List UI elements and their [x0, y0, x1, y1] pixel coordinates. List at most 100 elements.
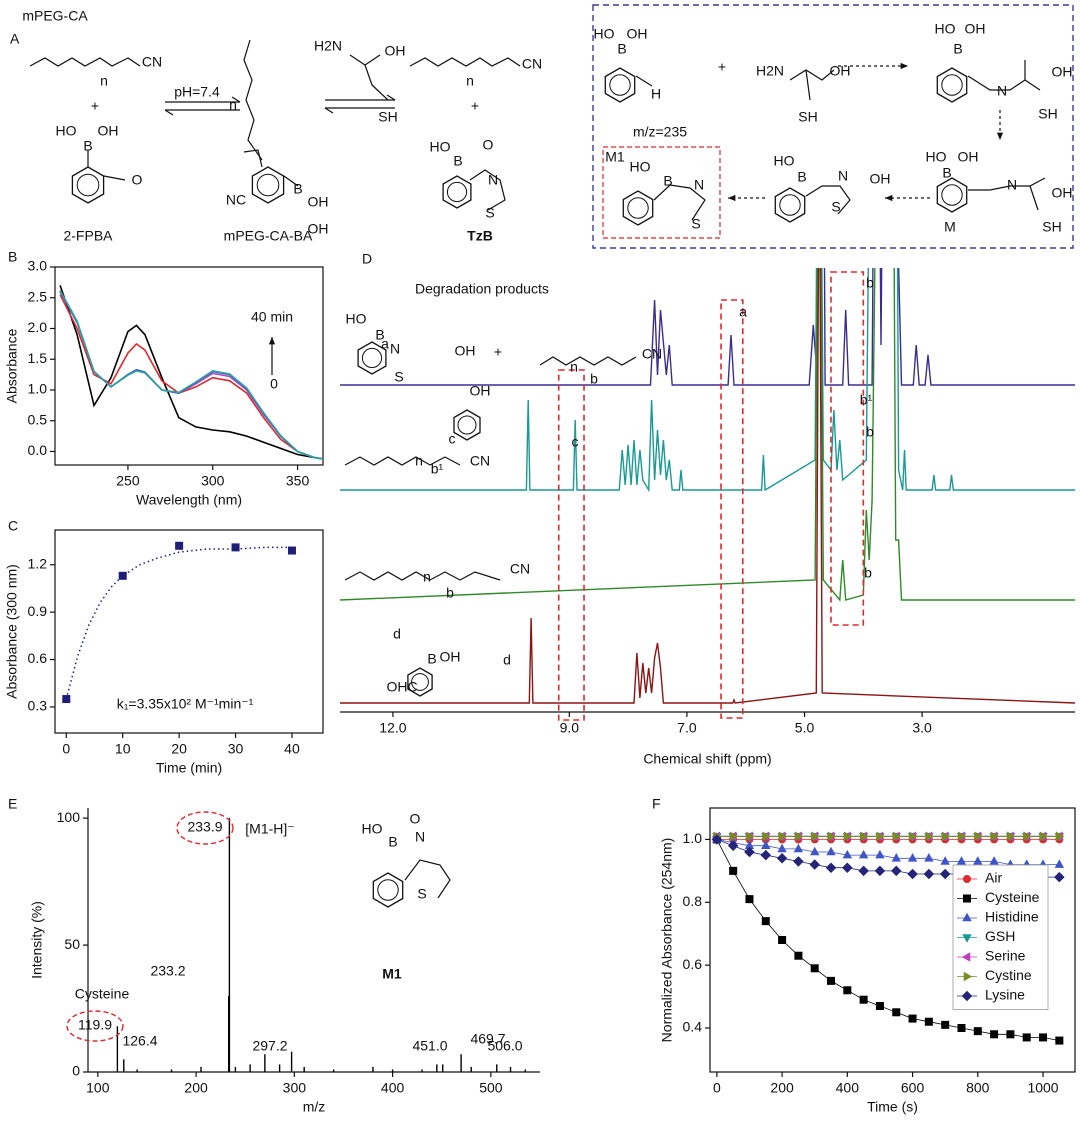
- aromatic-circle: [457, 415, 477, 435]
- annotation: S: [417, 886, 426, 902]
- legend-label: Histidine: [985, 909, 1039, 925]
- scheme-label: TzB: [467, 228, 493, 244]
- benzene-ring: [774, 187, 806, 223]
- legend-label: Serine: [985, 948, 1026, 964]
- marker: [875, 1002, 884, 1010]
- marker: [990, 831, 1000, 841]
- plot-frame: [54, 529, 324, 734]
- annotation: d: [393, 626, 401, 642]
- scheme-label: B: [953, 41, 962, 57]
- data-line: [59, 290, 324, 460]
- benzene-ring: [936, 177, 968, 213]
- scheme-label: B: [293, 181, 302, 197]
- annotation: HO: [346, 311, 367, 327]
- aromatic-circle: [446, 181, 468, 203]
- marker: [793, 843, 804, 853]
- arrow-head: [885, 194, 893, 202]
- annotation: OH: [455, 343, 476, 359]
- annotation: CN: [642, 346, 662, 362]
- y-axis-title: Intensity (%): [29, 901, 45, 979]
- legend-marker: [961, 990, 973, 1002]
- annotation: B: [427, 651, 436, 667]
- panel-letter: F: [652, 796, 661, 812]
- benzene-ring: [407, 667, 433, 697]
- marker: [990, 1030, 999, 1039]
- peak-label: 297.2: [252, 1038, 287, 1054]
- marker: [924, 1017, 933, 1026]
- y-tick-label: 0.9: [28, 603, 48, 619]
- x-tick-label: 10: [115, 741, 131, 757]
- panel-letter: B: [8, 249, 17, 265]
- annotation: 0: [270, 376, 278, 392]
- scheme-label: HO: [774, 153, 795, 169]
- peg-chain: [539, 356, 637, 366]
- scheme-label: M1: [605, 149, 625, 165]
- scheme-label: N: [997, 83, 1007, 99]
- x-tick-label: 0: [713, 1080, 721, 1096]
- marker: [827, 976, 836, 985]
- marker: [760, 849, 772, 861]
- marker: [729, 866, 738, 875]
- y-tick-label: 1.0: [683, 830, 703, 846]
- annotation: n: [570, 359, 578, 375]
- marker: [924, 853, 934, 862]
- marker: [973, 1027, 982, 1036]
- scheme-label: OH: [385, 43, 406, 59]
- scheme-label: HO: [926, 149, 947, 165]
- marker: [825, 862, 837, 874]
- annotation: HO: [362, 821, 383, 837]
- scheme-label: OH: [965, 21, 986, 37]
- scheme-label: +: [718, 59, 726, 75]
- marker: [794, 951, 803, 960]
- scheme-label: +: [91, 98, 99, 114]
- marker: [843, 986, 852, 995]
- marker: [827, 831, 837, 841]
- annotation: d: [503, 652, 511, 668]
- peg-chain: [243, 39, 263, 161]
- equilibrium-arrow: [324, 107, 334, 114]
- y-tick-label: 2.0: [28, 319, 48, 335]
- annotation: a: [739, 304, 747, 320]
- annotation: OH: [470, 383, 491, 399]
- peg-chain: [344, 571, 501, 581]
- benzene-ring: [372, 872, 404, 908]
- scheme-label: OH: [98, 123, 119, 139]
- x-tick-label: 800: [966, 1080, 990, 1096]
- x-axis-title: Chemical shift (ppm): [643, 751, 771, 767]
- marker: [860, 831, 869, 841]
- y-tick-label: 0.6: [683, 956, 703, 972]
- x-tick-label: 400: [381, 1080, 405, 1096]
- marker: [956, 856, 967, 865]
- scheme-label: S: [485, 205, 494, 221]
- scheme-label: NC: [226, 192, 246, 208]
- marker: [859, 995, 868, 1004]
- aromatic-circle: [941, 184, 963, 206]
- scheme-label: n: [229, 97, 237, 113]
- marker: [941, 1020, 950, 1029]
- x-tick-label: 500: [479, 1080, 503, 1096]
- legend-marker: [963, 894, 971, 903]
- bond: [805, 69, 811, 101]
- marker: [62, 695, 71, 704]
- marker: [811, 831, 820, 841]
- highlight-box: [830, 271, 865, 626]
- bond: [635, 75, 653, 87]
- annotation: N: [390, 341, 400, 357]
- panel-letter: C: [8, 518, 18, 534]
- marker: [727, 840, 739, 852]
- aromatic-circle: [779, 194, 801, 216]
- scheme-label: m/z=235: [633, 124, 687, 140]
- marker: [1022, 1033, 1031, 1042]
- y-tick-label: 0: [72, 1063, 80, 1079]
- scheme-label: n: [100, 73, 108, 89]
- aromatic-circle: [411, 673, 429, 691]
- scheme-label: OH: [1052, 185, 1073, 201]
- marker: [892, 1008, 901, 1017]
- aromatic-circle: [361, 347, 383, 369]
- data-line: [716, 839, 1060, 865]
- x-tick-label: 12.0: [379, 720, 406, 736]
- arrow-head: [268, 337, 276, 345]
- y-tick-label: 2.5: [28, 288, 48, 304]
- scheme-label: N: [838, 168, 848, 184]
- marker: [810, 846, 820, 856]
